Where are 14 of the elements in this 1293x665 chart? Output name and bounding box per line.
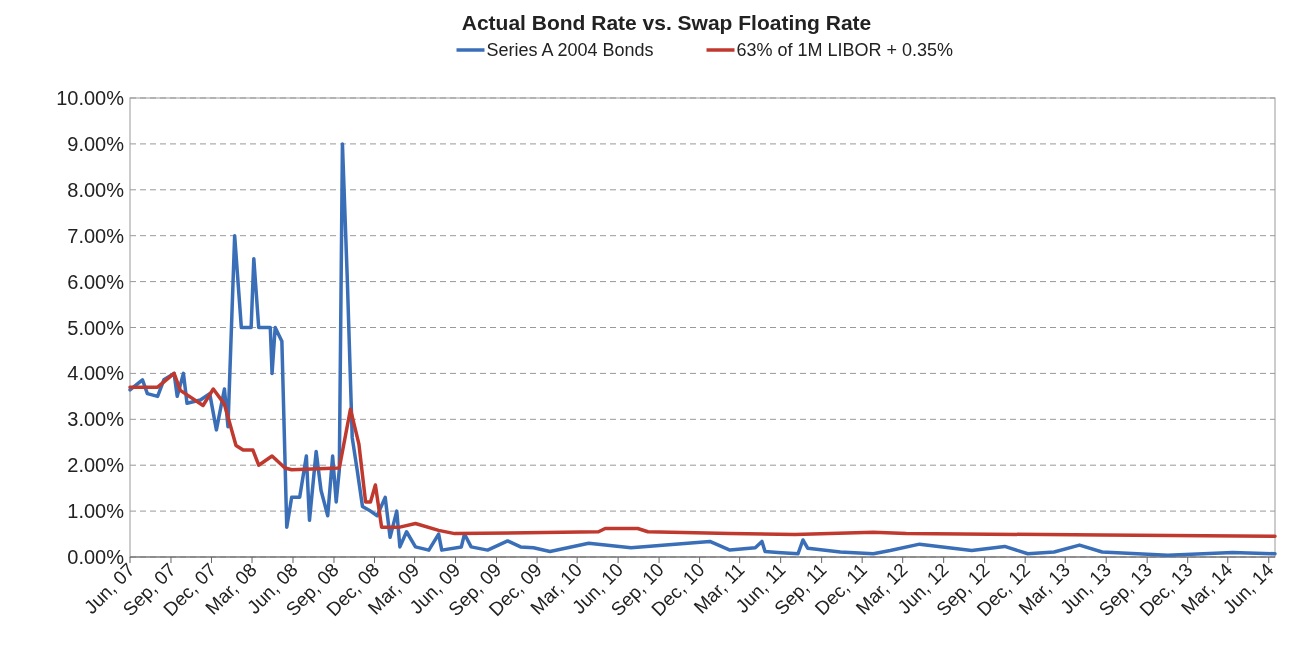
y-tick-label: 7.00% (67, 224, 125, 247)
y-tick-label: 1.00% (67, 500, 125, 523)
y-tick-label: 8.00% (67, 178, 125, 201)
line-series (128, 371, 1277, 539)
chart-title: Actual Bond Rate vs. Swap Floating Rate (461, 11, 872, 34)
legend-label: Series A 2004 Bonds (486, 40, 654, 60)
y-tick-label: 4.00% (67, 362, 125, 385)
y-tick-label: 6.00% (67, 270, 125, 293)
y-tick-label: 2.00% (67, 454, 125, 477)
y-tick-label: 10.00% (56, 87, 125, 109)
y-tick-label: 5.00% (67, 316, 125, 339)
y-tick-label: 9.00% (67, 132, 125, 155)
y-tick-label: 3.00% (67, 408, 125, 431)
legend-label: 63% of 1M LIBOR + 0.35% (736, 40, 954, 60)
